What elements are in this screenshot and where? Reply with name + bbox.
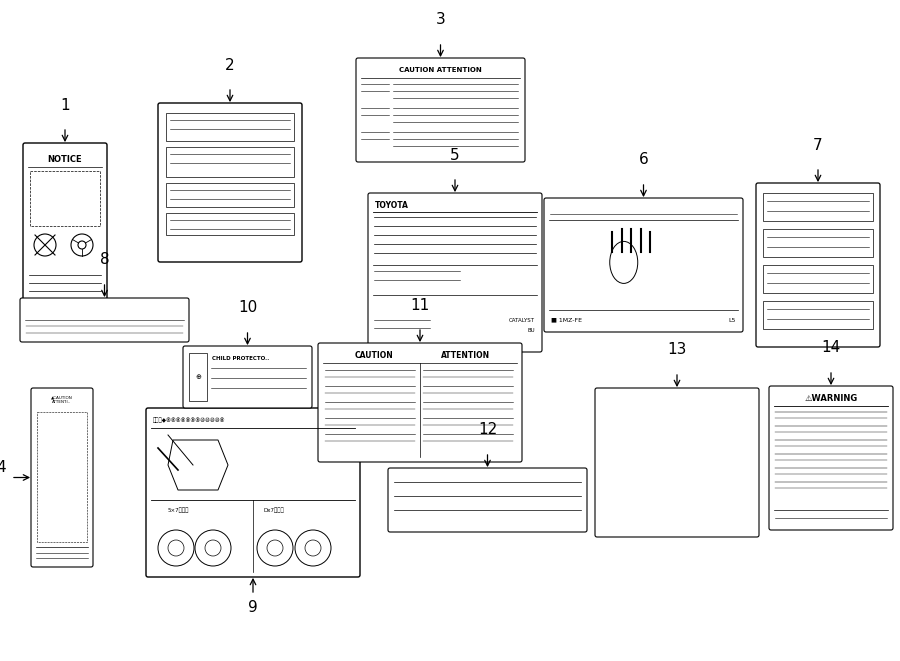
FancyBboxPatch shape — [388, 468, 587, 532]
Text: TOYOTA: TOYOTA — [375, 200, 409, 210]
Text: ⊕: ⊕ — [195, 374, 201, 380]
Bar — [37, 412, 87, 542]
FancyBboxPatch shape — [544, 198, 743, 332]
FancyBboxPatch shape — [756, 183, 880, 347]
Text: CHILD PROTECTO..: CHILD PROTECTO.. — [212, 356, 269, 361]
Text: 8: 8 — [100, 253, 109, 268]
Bar — [166, 213, 294, 235]
Bar — [763, 193, 873, 221]
Text: CAUTION: CAUTION — [355, 350, 393, 360]
Text: ▲CAUTION
ATTENTI..: ▲CAUTION ATTENTI.. — [51, 395, 73, 405]
Text: 9: 9 — [248, 600, 258, 615]
Text: ブレー◆⑧⑧⑧⑧⑧⑧⑧⑩⑩⑩⑩⑧: ブレー◆⑧⑧⑧⑧⑧⑧⑧⑩⑩⑩⑩⑧ — [153, 417, 226, 423]
Text: 7: 7 — [814, 137, 823, 153]
Text: 5: 5 — [450, 147, 460, 163]
Text: CATALYST: CATALYST — [509, 317, 535, 323]
Text: 6: 6 — [639, 153, 648, 167]
Text: 2: 2 — [225, 58, 235, 73]
Bar — [763, 229, 873, 257]
Bar — [166, 147, 294, 177]
FancyBboxPatch shape — [318, 343, 522, 462]
Text: L5: L5 — [729, 317, 736, 323]
Text: ⚠WARNING: ⚠WARNING — [805, 393, 858, 403]
Text: Dx7ルナー: Dx7ルナー — [263, 507, 284, 513]
Bar — [189, 353, 207, 401]
Text: 5×7ルナー: 5×7ルナー — [168, 507, 189, 513]
Text: NOTICE: NOTICE — [48, 155, 82, 163]
FancyBboxPatch shape — [356, 58, 525, 162]
FancyBboxPatch shape — [595, 388, 759, 537]
Bar — [763, 265, 873, 293]
FancyBboxPatch shape — [158, 103, 302, 262]
Bar — [166, 183, 294, 207]
Text: 10: 10 — [238, 301, 257, 315]
Text: ■ 1MZ-FE: ■ 1MZ-FE — [551, 317, 582, 323]
Text: 1: 1 — [60, 98, 70, 112]
Text: 14: 14 — [822, 340, 841, 356]
Text: 13: 13 — [667, 342, 687, 358]
FancyBboxPatch shape — [183, 346, 312, 408]
Text: 12: 12 — [478, 422, 497, 438]
FancyBboxPatch shape — [31, 388, 93, 567]
Text: 11: 11 — [410, 297, 429, 313]
Bar — [166, 113, 294, 141]
FancyBboxPatch shape — [146, 408, 360, 577]
Text: ATTENTION: ATTENTION — [441, 350, 491, 360]
FancyBboxPatch shape — [20, 298, 189, 342]
Text: 3: 3 — [436, 13, 446, 28]
FancyBboxPatch shape — [368, 193, 542, 352]
FancyBboxPatch shape — [23, 143, 107, 307]
Text: BU: BU — [527, 327, 535, 332]
FancyBboxPatch shape — [769, 386, 893, 530]
Bar — [30, 171, 100, 226]
Text: 4: 4 — [0, 460, 5, 475]
Text: CAUTION ATTENTION: CAUTION ATTENTION — [399, 67, 482, 73]
Bar — [763, 301, 873, 329]
